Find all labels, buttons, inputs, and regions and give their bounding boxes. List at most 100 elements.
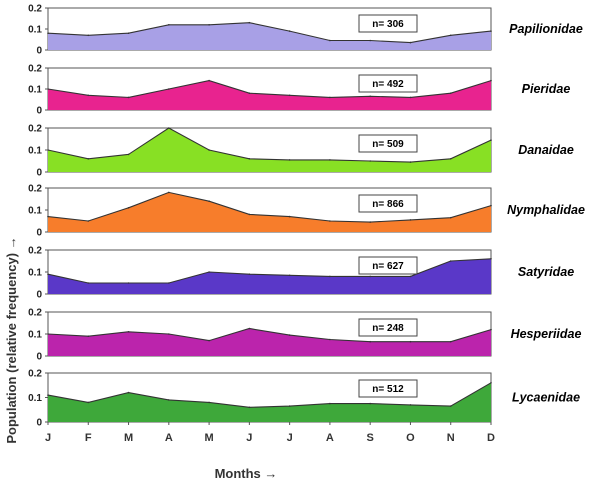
family-label: Pieridae: [522, 82, 571, 96]
y-tick-label: 0: [36, 168, 42, 179]
point-lycaenidae-2: [127, 391, 130, 394]
point-danaidae-3: [168, 127, 170, 129]
sample-size-label: n= 248: [372, 323, 404, 334]
sample-size-label: n= 627: [372, 261, 404, 272]
family-label: Lycaenidae: [512, 391, 580, 405]
point-nymphalidae-3: [168, 191, 170, 194]
point-satyridae-5: [248, 273, 251, 276]
y-tick-label: 0.1: [28, 393, 42, 404]
y-tick-label: 0: [36, 290, 42, 301]
sample-size-frame: [358, 74, 418, 93]
point-danaidae-7: [329, 159, 331, 161]
point-papilionidae-1: [87, 34, 90, 37]
point-danaidae-1: [87, 158, 90, 160]
area-hesperiidae: [48, 328, 491, 356]
panels-group: 0 0.1 0.2 n= 306 Papilionidae 0 0.1 0.2 n= 492 Pi…: [28, 4, 585, 429]
point-papilionidae-9: [409, 41, 412, 44]
y-tick-label: 0: [36, 418, 42, 429]
point-satyridae-4: [208, 271, 210, 273]
point-danaidae-10: [449, 158, 452, 160]
y-tick-label: 0.1: [28, 85, 42, 96]
month-label-10: N: [447, 432, 455, 444]
point-pieridae-4: [208, 79, 210, 82]
family-label: Papilionidae: [509, 22, 583, 36]
month-label-6: J: [287, 432, 293, 444]
point-papilionidae-11: [490, 30, 492, 32]
point-lycaenidae-7: [329, 402, 331, 405]
month-label-9: O: [406, 432, 415, 444]
point-hesperiidae-4: [208, 339, 210, 342]
point-nymphalidae-5: [248, 213, 251, 216]
point-lycaenidae-1: [87, 401, 90, 404]
point-papilionidae-7: [329, 39, 331, 42]
month-label-8: S: [367, 432, 374, 444]
point-satyridae-2: [127, 282, 130, 284]
x-axis-label: Months →: [215, 466, 278, 481]
point-danaidae-5: [248, 158, 251, 160]
y-tick-label: 0.1: [28, 146, 42, 157]
month-label-3: A: [165, 432, 173, 444]
sample-size-box: n= 492: [358, 74, 418, 93]
y-tick-label: 0.2: [28, 369, 42, 380]
y-tick-label: 0.2: [28, 308, 42, 319]
point-satyridae-6: [288, 274, 291, 277]
point-danaidae-9: [409, 161, 412, 163]
family-label: Nymphalidae: [507, 203, 585, 217]
y-tick-label: 0.1: [28, 25, 42, 36]
month-label-7: A: [326, 432, 334, 444]
month-label-4: M: [205, 432, 214, 444]
point-nymphalidae-8: [369, 221, 372, 223]
y-tick-label: 0.1: [28, 206, 42, 217]
sample-size-box: n= 509: [358, 134, 418, 153]
panel-hesperiidae: 0 0.1 0.2 n= 248 Hesperiidae: [28, 308, 581, 363]
family-label: Hesperiidae: [511, 327, 582, 341]
area-lycaenidae: [48, 382, 491, 422]
sample-size-label: n= 509: [372, 139, 404, 150]
point-nymphalidae-1: [87, 220, 90, 222]
point-satyridae-1: [87, 282, 90, 284]
month-label-5: J: [246, 432, 252, 444]
point-danaidae-8: [369, 160, 372, 162]
point-papilionidae-8: [369, 39, 372, 42]
point-satyridae-8: [369, 275, 372, 278]
point-hesperiidae-7: [329, 338, 331, 341]
point-hesperiidae-11: [490, 328, 492, 331]
line-lycaenidae: [47, 382, 492, 408]
month-label-11: D: [487, 432, 495, 444]
point-satyridae-9: [409, 275, 412, 278]
point-papilionidae-4: [208, 24, 210, 26]
y-tick-label: 0.1: [28, 268, 42, 279]
point-satyridae-3: [168, 282, 170, 284]
point-lycaenidae-8: [369, 402, 372, 405]
point-pieridae-2: [127, 96, 130, 99]
area-papilionidae: [48, 22, 491, 50]
area-satyridae: [48, 258, 491, 294]
point-satyridae-10: [449, 260, 452, 262]
point-nymphalidae-0: [47, 215, 49, 218]
y-tick-label: 0.2: [28, 246, 42, 257]
point-lycaenidae-4: [208, 401, 210, 404]
point-danaidae-11: [490, 139, 492, 141]
point-lycaenidae-9: [409, 404, 412, 406]
point-pieridae-7: [329, 96, 331, 99]
point-nymphalidae-11: [490, 204, 492, 207]
point-pieridae-9: [409, 96, 412, 99]
y-tick-label: 0: [36, 46, 42, 57]
point-pieridae-11: [490, 79, 492, 82]
y-tick-label: 0: [36, 106, 42, 117]
point-lycaenidae-6: [288, 405, 291, 407]
line-danaidae: [47, 127, 492, 163]
y-tick-label: 0.1: [28, 330, 42, 341]
point-pieridae-8: [369, 95, 372, 98]
point-hesperiidae-2: [127, 331, 130, 333]
point-pieridae-1: [87, 94, 90, 97]
sample-size-frame: [358, 194, 418, 213]
point-papilionidae-2: [127, 32, 130, 34]
panel-satyridae: 0 0.1 0.2 n= 627 Satyridae: [28, 246, 574, 301]
point-lycaenidae-11: [490, 382, 492, 384]
sample-size-frame: [358, 256, 418, 275]
sample-size-box: n= 306: [358, 14, 418, 33]
y-tick-label: 0: [36, 228, 42, 239]
point-hesperiidae-10: [449, 340, 452, 343]
family-label: Danaidae: [518, 143, 574, 157]
